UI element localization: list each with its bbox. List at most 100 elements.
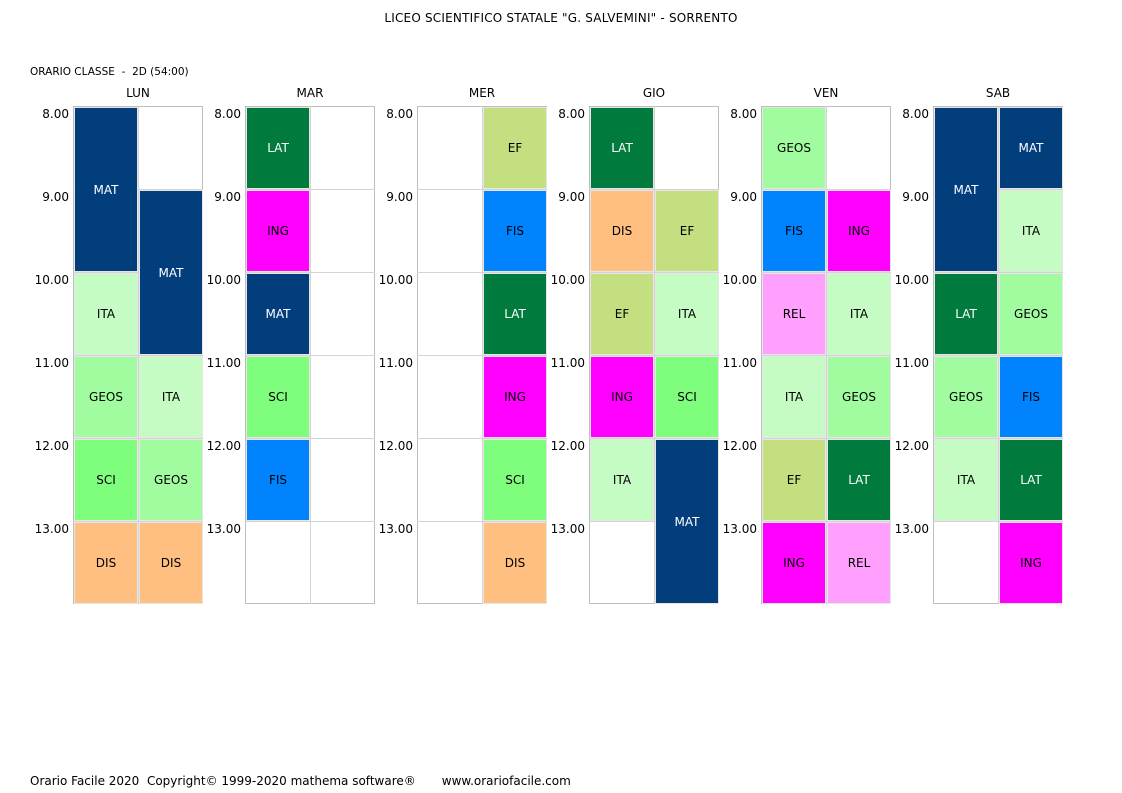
time-label: 9.00: [730, 190, 757, 204]
footer: Orario Facile 2020 Copyright© 1999-2020 …: [30, 774, 571, 788]
time-label: 13.00: [206, 522, 241, 536]
lesson-geos[interactable]: GEOS: [139, 439, 203, 521]
time-label: 12.00: [34, 439, 69, 453]
time-label: 11.00: [378, 356, 413, 370]
lesson-sci[interactable]: SCI: [246, 356, 310, 438]
lesson-lat[interactable]: LAT: [827, 439, 891, 521]
time-label: 8.00: [902, 107, 929, 121]
lesson-ing[interactable]: ING: [999, 522, 1063, 604]
column-divider: [482, 106, 483, 604]
lesson-ita[interactable]: ITA: [139, 356, 203, 438]
time-label: 12.00: [378, 439, 413, 453]
lesson-lat[interactable]: LAT: [483, 273, 547, 355]
lesson-ing[interactable]: ING: [827, 190, 891, 272]
lesson-mat[interactable]: MAT: [74, 107, 138, 272]
lesson-geos[interactable]: GEOS: [74, 356, 138, 438]
lesson-sci[interactable]: SCI: [483, 439, 547, 521]
time-label: 8.00: [730, 107, 757, 121]
day-header-lun: LUN: [126, 86, 150, 100]
lesson-geos[interactable]: GEOS: [999, 273, 1063, 355]
lesson-ing[interactable]: ING: [590, 356, 654, 438]
lesson-lat[interactable]: LAT: [246, 107, 310, 189]
lesson-ita[interactable]: ITA: [590, 439, 654, 521]
lesson-ita[interactable]: ITA: [74, 273, 138, 355]
column-divider: [998, 106, 999, 604]
day-header-mar: MAR: [296, 86, 324, 100]
time-label: 9.00: [42, 190, 69, 204]
lesson-lat[interactable]: LAT: [999, 439, 1063, 521]
lesson-sci[interactable]: SCI: [655, 356, 719, 438]
lesson-fis[interactable]: FIS: [483, 190, 547, 272]
time-label: 11.00: [894, 356, 929, 370]
lesson-sci[interactable]: SCI: [74, 439, 138, 521]
footer-website[interactable]: www.orariofacile.com: [441, 774, 571, 788]
lesson-ef[interactable]: EF: [483, 107, 547, 189]
day-header-sab: SAB: [985, 86, 1011, 100]
time-label: 9.00: [386, 190, 413, 204]
time-label: 11.00: [206, 356, 241, 370]
column-divider: [654, 106, 655, 604]
time-label: 10.00: [206, 273, 241, 287]
lesson-dis[interactable]: DIS: [74, 522, 138, 604]
time-label: 8.00: [386, 107, 413, 121]
lesson-fis[interactable]: FIS: [762, 190, 826, 272]
lesson-fis[interactable]: FIS: [246, 439, 310, 521]
lesson-ing[interactable]: ING: [246, 190, 310, 272]
time-label: 10.00: [550, 273, 585, 287]
time-label: 13.00: [894, 522, 929, 536]
class-label: ORARIO CLASSE - 2D (54:00): [30, 66, 189, 78]
time-label: 9.00: [214, 190, 241, 204]
lesson-ing[interactable]: ING: [762, 522, 826, 604]
class-name: 2D: [132, 66, 147, 78]
time-label: 10.00: [894, 273, 929, 287]
lesson-ita[interactable]: ITA: [999, 190, 1063, 272]
time-label: 13.00: [550, 522, 585, 536]
time-label: 10.00: [722, 273, 757, 287]
column-divider: [826, 106, 827, 604]
lesson-ita[interactable]: ITA: [827, 273, 891, 355]
lesson-mat[interactable]: MAT: [999, 107, 1063, 189]
day-header-ven: VEN: [813, 86, 839, 100]
time-label: 12.00: [550, 439, 585, 453]
lesson-dis[interactable]: DIS: [590, 190, 654, 272]
time-label: 12.00: [722, 439, 757, 453]
lesson-dis[interactable]: DIS: [139, 522, 203, 604]
lesson-ef[interactable]: EF: [762, 439, 826, 521]
lesson-mat[interactable]: MAT: [655, 439, 719, 604]
time-label: 11.00: [550, 356, 585, 370]
lesson-mat[interactable]: MAT: [934, 107, 998, 272]
time-label: 11.00: [722, 356, 757, 370]
time-label: 9.00: [558, 190, 585, 204]
lesson-ef[interactable]: EF: [655, 190, 719, 272]
lesson-geos[interactable]: GEOS: [934, 356, 998, 438]
lesson-mat[interactable]: MAT: [246, 273, 310, 355]
lesson-rel[interactable]: REL: [762, 273, 826, 355]
time-label: 8.00: [42, 107, 69, 121]
class-prefix: ORARIO CLASSE: [30, 66, 115, 78]
lesson-ita[interactable]: ITA: [934, 439, 998, 521]
lesson-geos[interactable]: GEOS: [762, 107, 826, 189]
day-header-gio: GIO: [642, 86, 666, 100]
lesson-ita[interactable]: ITA: [762, 356, 826, 438]
lesson-geos[interactable]: GEOS: [827, 356, 891, 438]
lesson-ing[interactable]: ING: [483, 356, 547, 438]
lesson-ef[interactable]: EF: [590, 273, 654, 355]
time-label: 12.00: [206, 439, 241, 453]
time-label: 10.00: [34, 273, 69, 287]
time-label: 8.00: [214, 107, 241, 121]
lesson-dis[interactable]: DIS: [483, 522, 547, 604]
time-label: 13.00: [34, 522, 69, 536]
time-label: 11.00: [34, 356, 69, 370]
lesson-lat[interactable]: LAT: [934, 273, 998, 355]
lesson-lat[interactable]: LAT: [590, 107, 654, 189]
lesson-ita[interactable]: ITA: [655, 273, 719, 355]
lesson-fis[interactable]: FIS: [999, 356, 1063, 438]
lesson-mat[interactable]: MAT: [139, 190, 203, 355]
footer-copyright: Orario Facile 2020 Copyright© 1999-2020 …: [30, 774, 416, 788]
class-hours: (54:00): [150, 66, 189, 78]
time-label: 8.00: [558, 107, 585, 121]
column-divider: [138, 106, 139, 604]
lesson-rel[interactable]: REL: [827, 522, 891, 604]
time-label: 13.00: [722, 522, 757, 536]
time-label: 12.00: [894, 439, 929, 453]
